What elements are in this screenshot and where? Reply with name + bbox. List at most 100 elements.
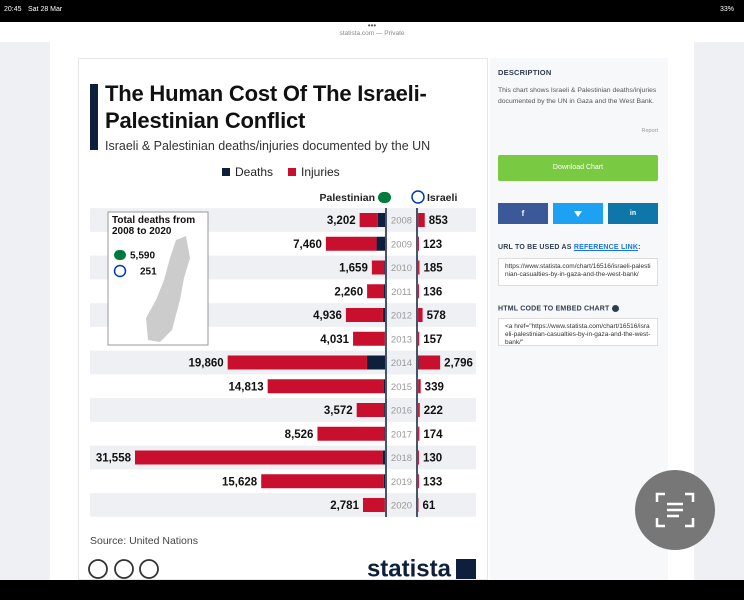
injuries-bar: [317, 426, 385, 441]
total-label: 853: [429, 215, 448, 227]
total-label: 2,781: [330, 500, 359, 512]
total-label: 3,572: [324, 405, 353, 417]
injuries-bar: [353, 331, 385, 346]
injuries-bar: [345, 308, 383, 322]
total-label: 31,558: [96, 453, 132, 465]
license-icon: [88, 559, 108, 579]
injuries-bar: [362, 498, 385, 512]
inset-title-wrap: Total deaths from 2008 to 2020: [112, 215, 196, 237]
deaths-bar: [418, 355, 419, 370]
injuries-bar: [267, 379, 384, 394]
injuries-bar: [135, 450, 383, 465]
injuries-bar: [418, 474, 420, 489]
embed-heading: HTML CODE TO EMBED CHART: [498, 305, 619, 312]
total-label: 578: [427, 310, 447, 322]
total-label: 123: [423, 239, 442, 251]
facebook-button[interactable]: f: [498, 203, 548, 224]
browser-bar: ••• statista.com — Private: [0, 22, 744, 42]
year-label: 2010: [391, 263, 412, 274]
israel-flag: [113, 264, 127, 278]
injuries-bar: [418, 355, 441, 370]
chart: Deaths Injuries Palestinian Israeli 2008 3,20…: [88, 84, 476, 580]
inset-value: 251: [140, 267, 157, 278]
year-label: 2012: [391, 311, 412, 322]
linkedin-button[interactable]: in: [608, 203, 658, 224]
year-label: 2018: [391, 453, 412, 464]
year-label: 2017: [391, 429, 412, 440]
year-label: 2011: [391, 287, 411, 298]
url-heading: URL TO BE USED AS REFERENCE LINK:: [498, 244, 641, 251]
brand: statista: [367, 555, 452, 580]
reference-link[interactable]: REFERENCE LINK: [573, 244, 639, 251]
total-label: 130: [423, 453, 442, 465]
source: Source: United Nations: [90, 535, 198, 547]
scan-icon: [655, 492, 695, 528]
year-label: 2016: [391, 406, 412, 417]
download-button[interactable]: Download Chart: [498, 155, 658, 181]
time: 20:45: [4, 6, 22, 13]
injuries-bar: [367, 284, 385, 299]
twitter-icon: [574, 211, 582, 217]
total-label: 8,526: [285, 429, 314, 441]
scan-button[interactable]: [635, 470, 715, 550]
report-link[interactable]: Report: [641, 128, 658, 134]
israel-flag: [411, 190, 425, 204]
side-header: Palestinian: [320, 192, 375, 204]
total-label: 19,860: [188, 358, 223, 370]
url[interactable]: statista.com — Private: [339, 30, 405, 37]
description: This chart shows Israeli & Palestinian d…: [498, 87, 657, 105]
deaths-bar: [383, 474, 385, 489]
legend-swatch: [222, 168, 230, 176]
injuries-bar: [418, 308, 423, 322]
deaths-bar: [384, 426, 385, 441]
injuries-bar: [227, 355, 367, 370]
legend-label: Deaths: [235, 165, 273, 179]
date: Sat 28 Mar: [28, 6, 63, 13]
description-heading: DESCRIPTION: [498, 68, 552, 77]
url-box[interactable]: https://www.statista.com/chart/16516/isr…: [498, 258, 658, 286]
bottom-bar: [0, 580, 744, 600]
total-label: 339: [425, 381, 444, 393]
embed-box[interactable]: <a href="https://www.statista.com/chart/…: [498, 318, 658, 346]
info-icon[interactable]: [611, 305, 619, 312]
injuries-bar: [359, 213, 378, 227]
deaths-bar: [376, 236, 385, 251]
total-label: 4,936: [313, 310, 342, 322]
injuries-bar: [356, 403, 385, 417]
side-header: Israeli: [427, 192, 457, 204]
total-label: 61: [422, 500, 435, 512]
twitter-button[interactable]: [553, 203, 603, 224]
injuries-bar: [325, 236, 377, 251]
injuries-bar: [418, 260, 420, 275]
injuries-bar: [418, 331, 420, 346]
injuries-bar: [371, 260, 385, 275]
embed-heading-text: HTML CODE TO EMBED CHART: [498, 305, 610, 313]
total-label: 1,659: [339, 263, 368, 275]
chart-title: The Human Cost Of The Israeli-Palestinia…: [105, 81, 427, 133]
total-label: 185: [423, 263, 443, 275]
legend-label: Injuries: [301, 165, 340, 179]
injuries-bar: [418, 379, 421, 394]
brand-mark: [456, 559, 476, 579]
deaths-bar: [384, 260, 385, 275]
palestine-flag: [114, 250, 126, 260]
deaths-bar: [384, 403, 385, 417]
year-label: 2015: [391, 382, 412, 393]
license-icon: [139, 559, 159, 579]
total-label: 4,031: [320, 334, 349, 346]
legend-swatch: [288, 168, 296, 176]
year-label: 2014: [391, 358, 412, 369]
deaths-bar: [366, 355, 385, 370]
injuries-bar: [261, 474, 384, 489]
total-label: 136: [423, 286, 442, 298]
map-shape: [146, 236, 190, 342]
total-label: 14,813: [228, 381, 263, 393]
total-label: 7,460: [293, 239, 322, 251]
deaths-bar: [383, 379, 385, 394]
injuries-bar: [418, 213, 425, 227]
inset-title: Total deaths from 2008 to 2020: [112, 215, 196, 237]
total-label: 222: [424, 405, 443, 417]
total-label: 133: [423, 476, 442, 488]
status-bar: 20:45 Sat 28 Mar 33%: [0, 0, 744, 22]
